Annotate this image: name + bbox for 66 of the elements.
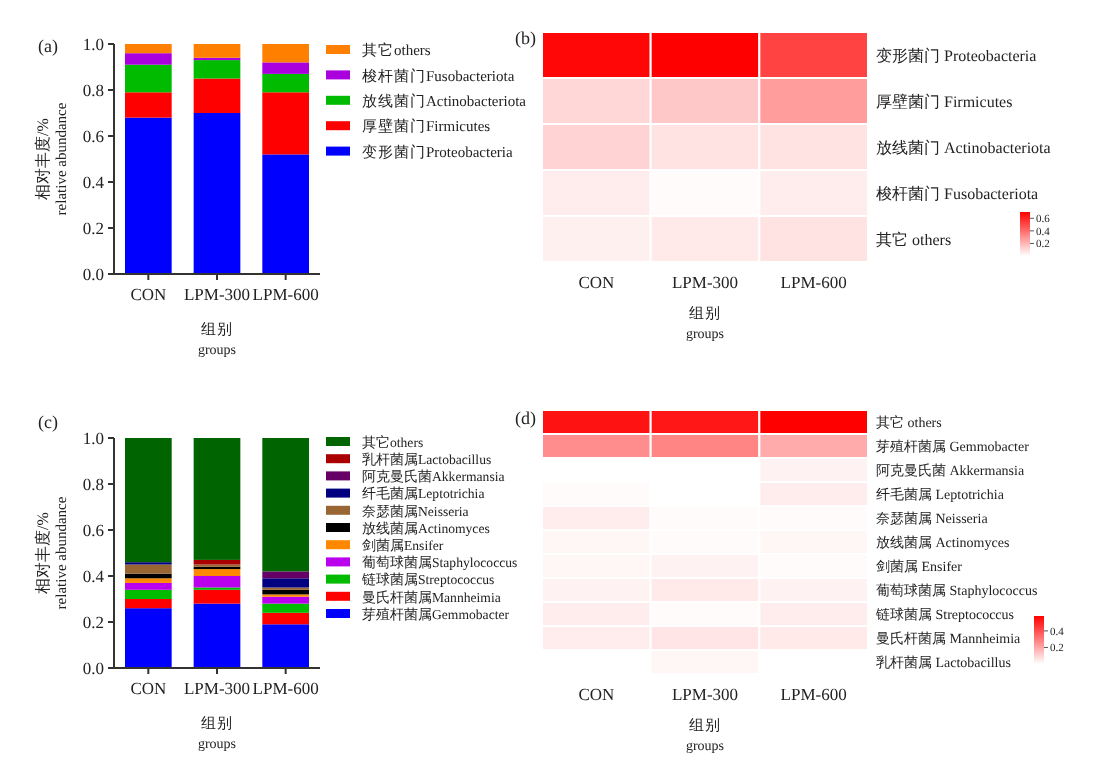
bar (193, 569, 241, 576)
bar (262, 603, 310, 613)
x-tick-label: LPM-300 (671, 684, 739, 704)
bar (262, 154, 310, 274)
x-tick-label: LPM-600 (780, 272, 847, 292)
x-tick-label: CON (578, 684, 615, 704)
chart-title: (b) (515, 28, 536, 48)
x-tick-label: CON (130, 284, 167, 304)
bar (193, 44, 241, 58)
y-tick-label: 0.2 (82, 612, 104, 632)
bar (193, 438, 241, 560)
bar (193, 589, 241, 604)
y-tick-label: 0.6 (82, 126, 104, 146)
bar (124, 438, 172, 563)
y-tick-label: 0.4 (82, 566, 106, 586)
bar (124, 582, 172, 590)
y-tick-label: 0.6 (82, 520, 104, 540)
bar (262, 578, 310, 588)
bar (124, 53, 172, 65)
bar (262, 73, 310, 93)
bar (262, 571, 310, 579)
bar (193, 113, 241, 274)
bar (124, 92, 172, 118)
bar (262, 62, 310, 74)
x-tick-label: CON (130, 678, 167, 698)
bar (193, 60, 241, 79)
bar (124, 64, 172, 93)
y-tick-label: 厚壁菌门 Firmicutes (876, 92, 1013, 111)
bar (193, 559, 241, 565)
bar (262, 596, 310, 604)
y-tick-label: 其它 others (876, 230, 952, 249)
bar (124, 117, 172, 274)
x-tick-label: LPM-300 (183, 284, 251, 304)
bar (193, 603, 241, 668)
x-tick-label: LPM-600 (780, 684, 847, 704)
bar (193, 576, 241, 588)
x-tick-label: LPM-600 (252, 284, 319, 304)
bar (262, 612, 310, 625)
bar (262, 624, 310, 668)
bar (124, 44, 172, 54)
x-tick-label: LPM-600 (252, 678, 319, 698)
y-tick-label: 0.8 (82, 474, 104, 494)
bar (124, 589, 172, 599)
y-tick-label: 0.0 (82, 658, 104, 678)
bar (124, 608, 172, 668)
y-tick-label: 1.0 (82, 428, 104, 448)
x-tick-label: LPM-300 (183, 678, 251, 698)
y-tick-label: 0.8 (82, 80, 104, 100)
bar (262, 92, 310, 155)
y-tick-label: 0.4 (82, 172, 106, 192)
bar (124, 564, 172, 574)
x-tick-label: LPM-300 (671, 272, 739, 292)
bar (193, 78, 241, 113)
chart-title: (d) (515, 408, 536, 428)
bar (262, 44, 310, 63)
y-tick-label: 1.0 (82, 34, 104, 54)
y-tick-label: 梭杆菌门 Fusobacteriota (876, 184, 1040, 203)
x-tick-label: CON (578, 272, 615, 292)
y-tick-label: 0.2 (82, 218, 104, 238)
chart-title: (c) (38, 412, 58, 432)
y-tick-label: 0.0 (82, 264, 104, 284)
y-tick-label: 变形菌门 Proteobacteria (876, 46, 1038, 65)
bar (124, 599, 172, 609)
y-tick-label: 放线菌门 Actinobacteriota (876, 138, 1052, 157)
chart-title: (a) (38, 36, 58, 56)
bar (262, 438, 310, 572)
